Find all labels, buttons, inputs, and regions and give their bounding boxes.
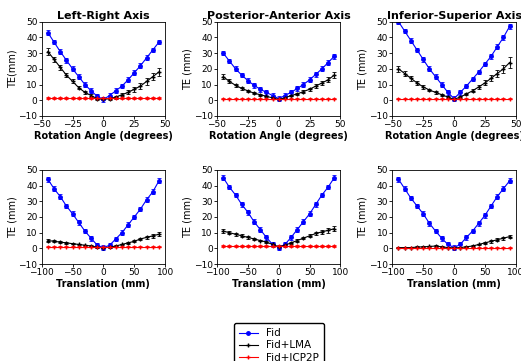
Y-axis label: TE (mm): TE (mm) — [358, 48, 368, 90]
Y-axis label: TE(mm): TE(mm) — [7, 49, 17, 88]
Y-axis label: TE (mm): TE (mm) — [182, 48, 192, 90]
Y-axis label: TE (mm): TE (mm) — [358, 196, 368, 238]
Title: Inferior-Superior Axis: Inferior-Superior Axis — [387, 11, 521, 21]
X-axis label: Rotation Angle (degrees): Rotation Angle (degrees) — [34, 131, 173, 140]
Y-axis label: TE (mm): TE (mm) — [182, 196, 192, 238]
X-axis label: Translation (mm): Translation (mm) — [56, 279, 151, 289]
Title: Left-Right Axis: Left-Right Axis — [57, 11, 150, 21]
X-axis label: Rotation Angle (degrees): Rotation Angle (degrees) — [384, 131, 521, 140]
Title: Posterior-Anterior Axis: Posterior-Anterior Axis — [207, 11, 351, 21]
X-axis label: Translation (mm): Translation (mm) — [232, 279, 326, 289]
Legend: Fid, Fid+LMA, Fid+ICP2P: Fid, Fid+LMA, Fid+ICP2P — [233, 323, 324, 361]
Y-axis label: TE (mm): TE (mm) — [7, 196, 17, 238]
X-axis label: Translation (mm): Translation (mm) — [407, 279, 501, 289]
X-axis label: Rotation Angle (degrees): Rotation Angle (degrees) — [209, 131, 348, 140]
